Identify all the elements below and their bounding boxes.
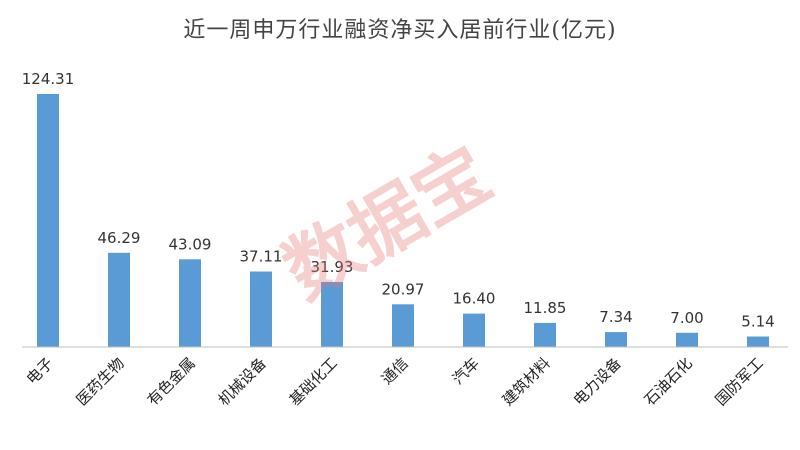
bar-3: [250, 271, 272, 347]
bar-10: [747, 336, 769, 347]
category-label-1: 医药生物: [73, 354, 128, 409]
bar-6: [463, 313, 485, 347]
bar-0: [37, 94, 59, 347]
value-label-1: 46.29: [98, 229, 141, 247]
value-label-2: 43.09: [169, 235, 212, 253]
value-label-8: 7.34: [599, 308, 632, 326]
category-label-0: 电子: [23, 354, 57, 388]
category-label-4: 基础化工: [286, 354, 341, 409]
value-label-7: 11.85: [524, 299, 567, 317]
category-label-3: 机械设备: [215, 354, 270, 409]
category-label-2: 有色金属: [144, 354, 199, 409]
bar-5: [392, 304, 414, 347]
value-label-10: 5.14: [741, 313, 774, 331]
value-label-4: 31.93: [311, 258, 354, 276]
bar-7: [534, 322, 556, 347]
category-label-5: 通信: [378, 354, 412, 388]
value-label-6: 16.40: [453, 290, 496, 308]
bar-8: [605, 332, 627, 347]
value-label-0: 124.31: [22, 70, 75, 88]
value-label-9: 7.00: [670, 309, 703, 327]
category-label-8: 电力设备: [570, 354, 625, 409]
category-label-7: 建筑材料: [499, 354, 554, 409]
category-label-10: 国防军工: [712, 354, 767, 409]
bar-9: [676, 332, 698, 347]
chart-title: 近一周申万行业融资净买入居前行业(亿元): [183, 18, 616, 43]
bar-1: [108, 252, 130, 347]
category-label-9: 石油石化: [641, 354, 696, 409]
category-label-6: 汽车: [449, 354, 483, 388]
bar-2: [179, 259, 201, 347]
bars-group: [37, 94, 769, 347]
bar-4: [321, 282, 343, 347]
value-label-3: 37.11: [240, 248, 283, 266]
value-label-5: 20.97: [382, 280, 425, 298]
